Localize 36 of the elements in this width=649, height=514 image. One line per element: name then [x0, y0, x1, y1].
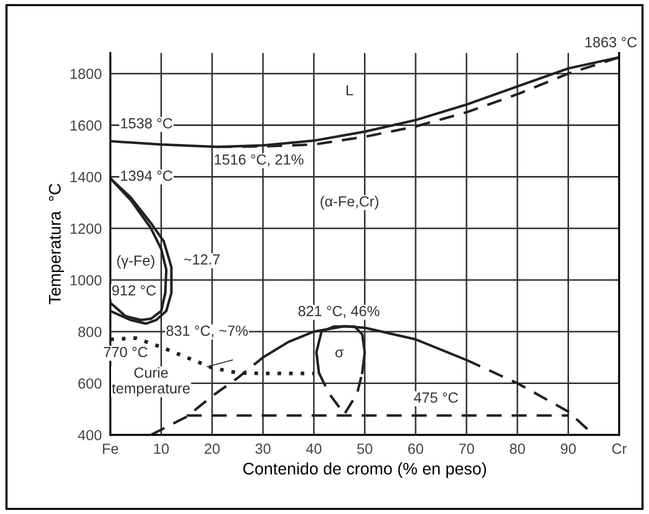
x-tick-label: 90 — [560, 444, 576, 454]
annotation: 831 °C, ~7% — [166, 326, 248, 338]
y-tick-label: 1000 — [70, 275, 102, 286]
x-tick-label: 50 — [357, 444, 372, 454]
x-axis-title: Contenido de cromo (% en peso) — [243, 462, 486, 478]
x-tick-label: 80 — [510, 444, 525, 454]
y-axis-title: Temperatura °C — [48, 184, 64, 304]
annotation: 821 °C, 46% — [298, 306, 380, 318]
y-tick-label: 600 — [78, 378, 102, 389]
x-tick-label: 60 — [408, 444, 424, 454]
annotation: 1394 °C — [121, 170, 172, 181]
annotation: 1538 °C — [121, 118, 172, 128]
y-tick-label: 1200 — [70, 224, 102, 234]
x-tick-label: 30 — [255, 444, 271, 454]
annotation: Curie temperature — [112, 367, 190, 396]
annotation: 770 °C — [104, 346, 148, 358]
x-tick-label: Cr — [612, 444, 627, 454]
annotation: (γ-Fe) — [117, 255, 154, 269]
annotation: 475 °C — [414, 392, 458, 403]
y-tick-label: 1600 — [70, 120, 102, 131]
annotation: ~12.7 — [184, 254, 220, 264]
annotation: (α-Fe,Cr) — [320, 196, 378, 210]
x-tick-label: 70 — [459, 444, 474, 454]
x-tick-label: Fe — [103, 444, 118, 454]
y-tick-label: 1800 — [70, 68, 102, 80]
annotation: σ — [335, 350, 344, 358]
x-tick-label: 20 — [204, 444, 220, 454]
annotation: 912 °C — [112, 285, 156, 296]
annotation: 1863 °C — [586, 37, 637, 48]
annotation: 1516 °C, 21% — [214, 154, 304, 166]
x-tick-label: 40 — [306, 444, 322, 454]
annotation: L — [346, 85, 354, 96]
y-tick-label: 1400 — [70, 172, 102, 182]
y-tick-label: 400 — [78, 430, 102, 440]
y-tick-label: 800 — [78, 326, 102, 338]
x-tick-label: 10 — [154, 444, 169, 454]
